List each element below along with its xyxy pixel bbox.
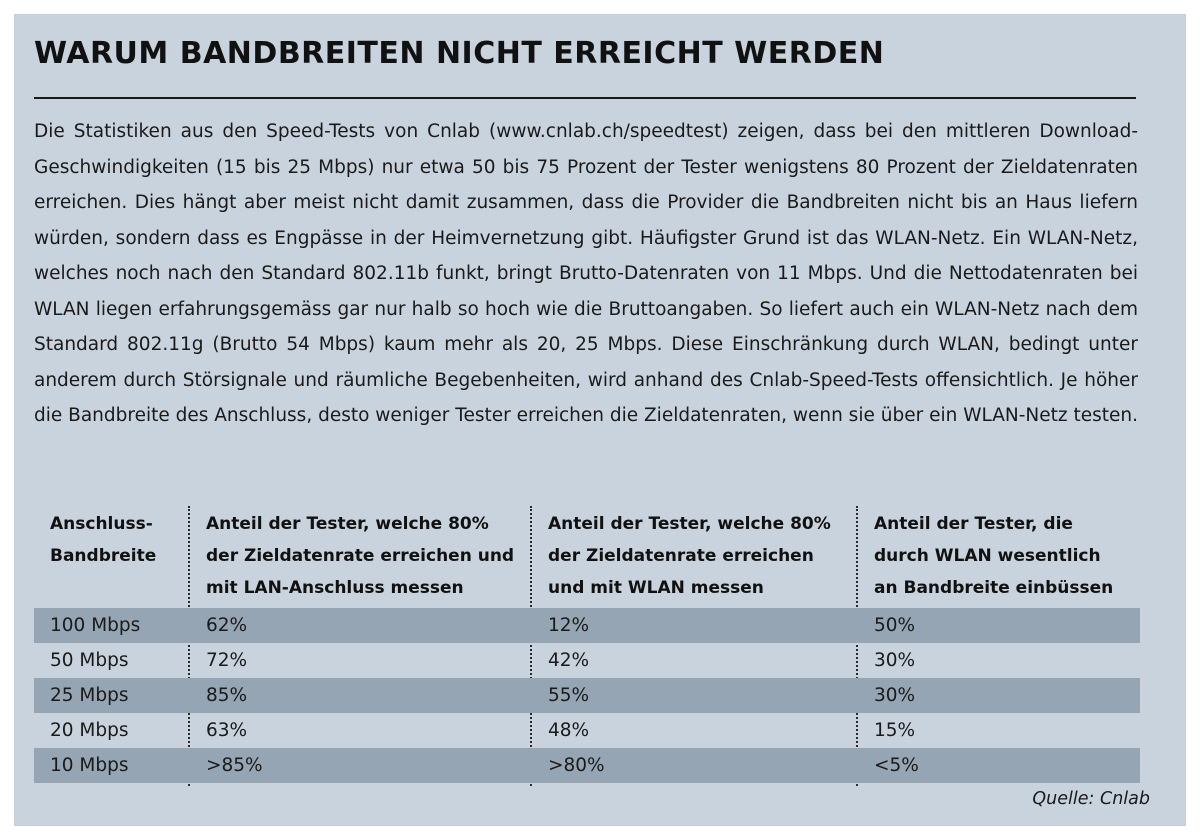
cell-bandwidth: 10 Mbps — [50, 755, 129, 776]
cell-lan-share: >85% — [206, 755, 263, 776]
cell-lan-share: 85% — [206, 685, 248, 706]
cell-wlan-share: >80% — [548, 755, 605, 776]
cell-wlan-loss: 30% — [874, 685, 916, 706]
cell-wlan-loss: <5% — [874, 755, 919, 776]
header-wlan-share: Anteil der Tester, welche 80% der Zielda… — [548, 508, 831, 604]
header-line: der Zieldatenrate erreichen und — [206, 546, 515, 566]
header-line: und mit WLAN messen — [548, 578, 764, 598]
header-line: mit LAN-Anschluss messen — [206, 578, 464, 598]
column-divider-2 — [530, 506, 532, 786]
cell-wlan-share: 48% — [548, 720, 590, 741]
cell-wlan-share: 12% — [548, 615, 590, 636]
cell-wlan-share: 42% — [548, 650, 590, 671]
header-bandwidth: Anschluss- Bandbreite — [50, 508, 156, 572]
cell-wlan-loss: 15% — [874, 720, 916, 741]
source-credit: Quelle: Cnlab — [1032, 789, 1150, 809]
title-rule — [34, 97, 1136, 99]
header-line: der Zieldatenrate erreichen — [548, 546, 814, 566]
cell-lan-share: 63% — [206, 720, 248, 741]
table-row: 50 Mbps 72% 42% 30% — [34, 643, 1140, 678]
column-divider-3 — [856, 506, 858, 786]
cell-bandwidth: 100 Mbps — [50, 615, 141, 636]
cell-lan-share: 62% — [206, 615, 248, 636]
body-paragraph: Die Statistiken aus den Speed-Tests von … — [34, 121, 1138, 426]
header-line: Anteil der Tester, die — [874, 514, 1073, 534]
bandwidth-table: Anschluss- Bandbreite Anteil der Tester,… — [34, 496, 1140, 786]
header-line: Anteil der Tester, welche 80% — [206, 514, 489, 534]
header-lan-share: Anteil der Tester, welche 80% der Zielda… — [206, 508, 514, 604]
cell-bandwidth: 20 Mbps — [50, 720, 129, 741]
table-row: 20 Mbps 63% 48% 15% — [34, 713, 1140, 748]
header-line: Anschluss- — [50, 514, 153, 534]
header-line: durch WLAN wesentlich — [874, 546, 1101, 566]
cell-wlan-loss: 30% — [874, 650, 916, 671]
cell-bandwidth: 50 Mbps — [50, 650, 129, 671]
cell-wlan-share: 55% — [548, 685, 590, 706]
cell-bandwidth: 25 Mbps — [50, 685, 129, 706]
table-row: 25 Mbps 85% 55% 30% — [34, 678, 1140, 713]
header-line: Bandbreite — [50, 546, 157, 566]
cell-lan-share: 72% — [206, 650, 248, 671]
header-wlan-loss: Anteil der Tester, die durch WLAN wesent… — [874, 508, 1113, 604]
column-divider-1 — [188, 506, 190, 786]
header-line: an Bandbreite einbüssen — [874, 578, 1114, 598]
header-line: Anteil der Tester, welche 80% — [548, 514, 831, 534]
table-header: Anschluss- Bandbreite Anteil der Tester,… — [34, 496, 1140, 608]
cell-wlan-loss: 50% — [874, 615, 916, 636]
table-row: 10 Mbps >85% >80% <5% — [34, 748, 1140, 783]
infobox-title: WARUM BANDBREITEN NICHT ERREICHT WERDEN — [34, 36, 885, 71]
table-row: 100 Mbps 62% 12% 50% — [34, 608, 1140, 643]
